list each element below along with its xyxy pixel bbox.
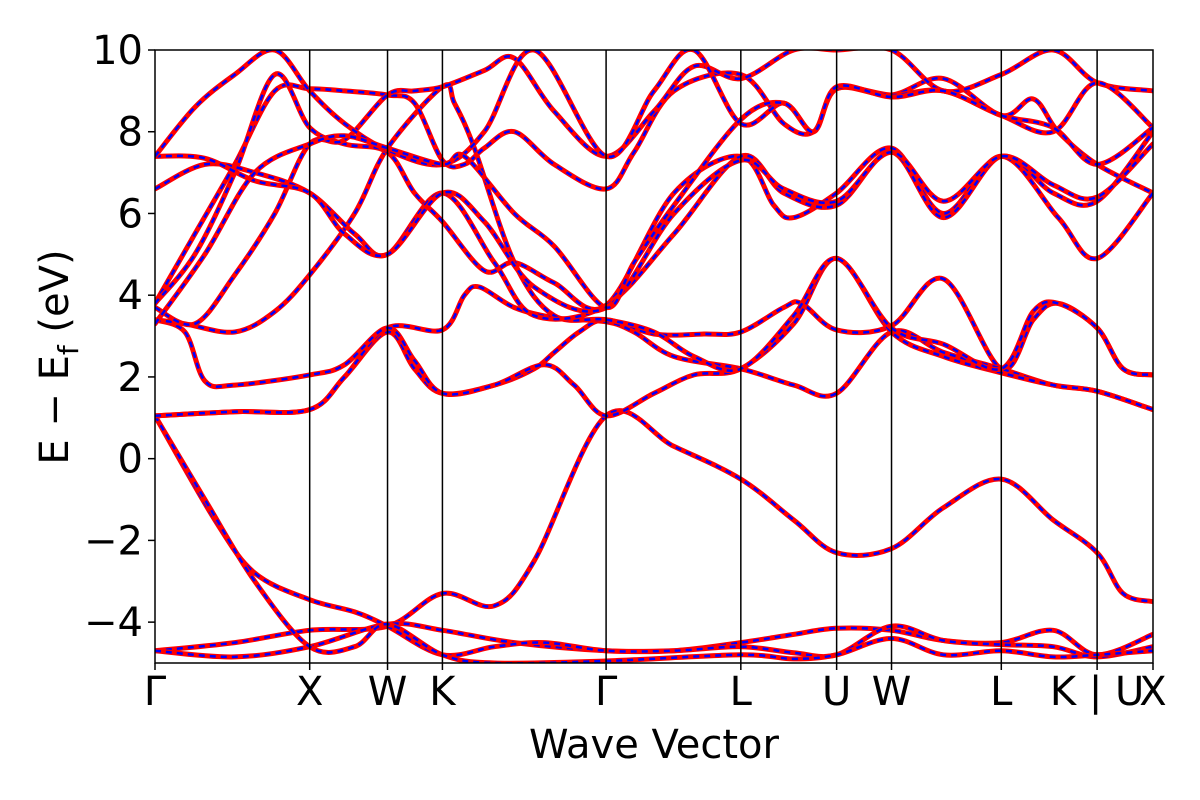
plot-frame bbox=[154, 49, 1154, 664]
x-tick-label: W bbox=[368, 669, 408, 715]
x-tick-label: X bbox=[296, 669, 323, 715]
band-line-model-4 bbox=[155, 415, 1153, 663]
y-tick-label: 2 bbox=[118, 355, 143, 401]
y-axis-title: E − Ef (eV) bbox=[32, 249, 85, 464]
x-tick-label: Γ bbox=[144, 669, 167, 715]
y-tick-label: 6 bbox=[118, 191, 143, 237]
y-tick-label: 10 bbox=[92, 28, 143, 74]
band-line-model-6 bbox=[155, 285, 1153, 418]
y-axis-title-main: E − E bbox=[32, 355, 78, 465]
x-tick-label: X bbox=[1139, 669, 1166, 715]
y-tick-label: −2 bbox=[84, 518, 143, 564]
kpoint-lines bbox=[308, 50, 1098, 663]
x-tick-label: W bbox=[872, 669, 912, 715]
y-axis-title-unit: (eV) bbox=[32, 249, 78, 345]
band-line-model-8 bbox=[155, 83, 1153, 377]
y-axis: −4 −2 0 2 4 6 8 10 bbox=[84, 28, 155, 646]
plot-background bbox=[155, 50, 1153, 663]
band-line-model-2 bbox=[155, 622, 1153, 659]
y-tick-label: 0 bbox=[118, 437, 143, 483]
x-tick-label: K | U bbox=[1050, 669, 1144, 715]
x-tick-label: U bbox=[822, 669, 851, 715]
y-axis-title-sub: f bbox=[52, 344, 85, 355]
band-line-model-3 bbox=[155, 415, 1153, 659]
band-line-model-15 bbox=[155, 84, 1153, 325]
y-tick-label: 8 bbox=[118, 110, 143, 156]
band-line-model-13 bbox=[155, 143, 1153, 313]
y-tick-label: −4 bbox=[84, 600, 143, 646]
x-tick-label: L bbox=[990, 669, 1013, 715]
band-line-model-12 bbox=[155, 130, 1153, 321]
x-axis-title: Wave Vector bbox=[529, 722, 780, 768]
y-tick-label: 4 bbox=[118, 273, 143, 319]
x-tick-label: L bbox=[730, 669, 753, 715]
x-tick-label: K bbox=[429, 669, 457, 715]
x-tick-label: Γ bbox=[595, 669, 618, 715]
band-line-model-7 bbox=[155, 257, 1153, 418]
